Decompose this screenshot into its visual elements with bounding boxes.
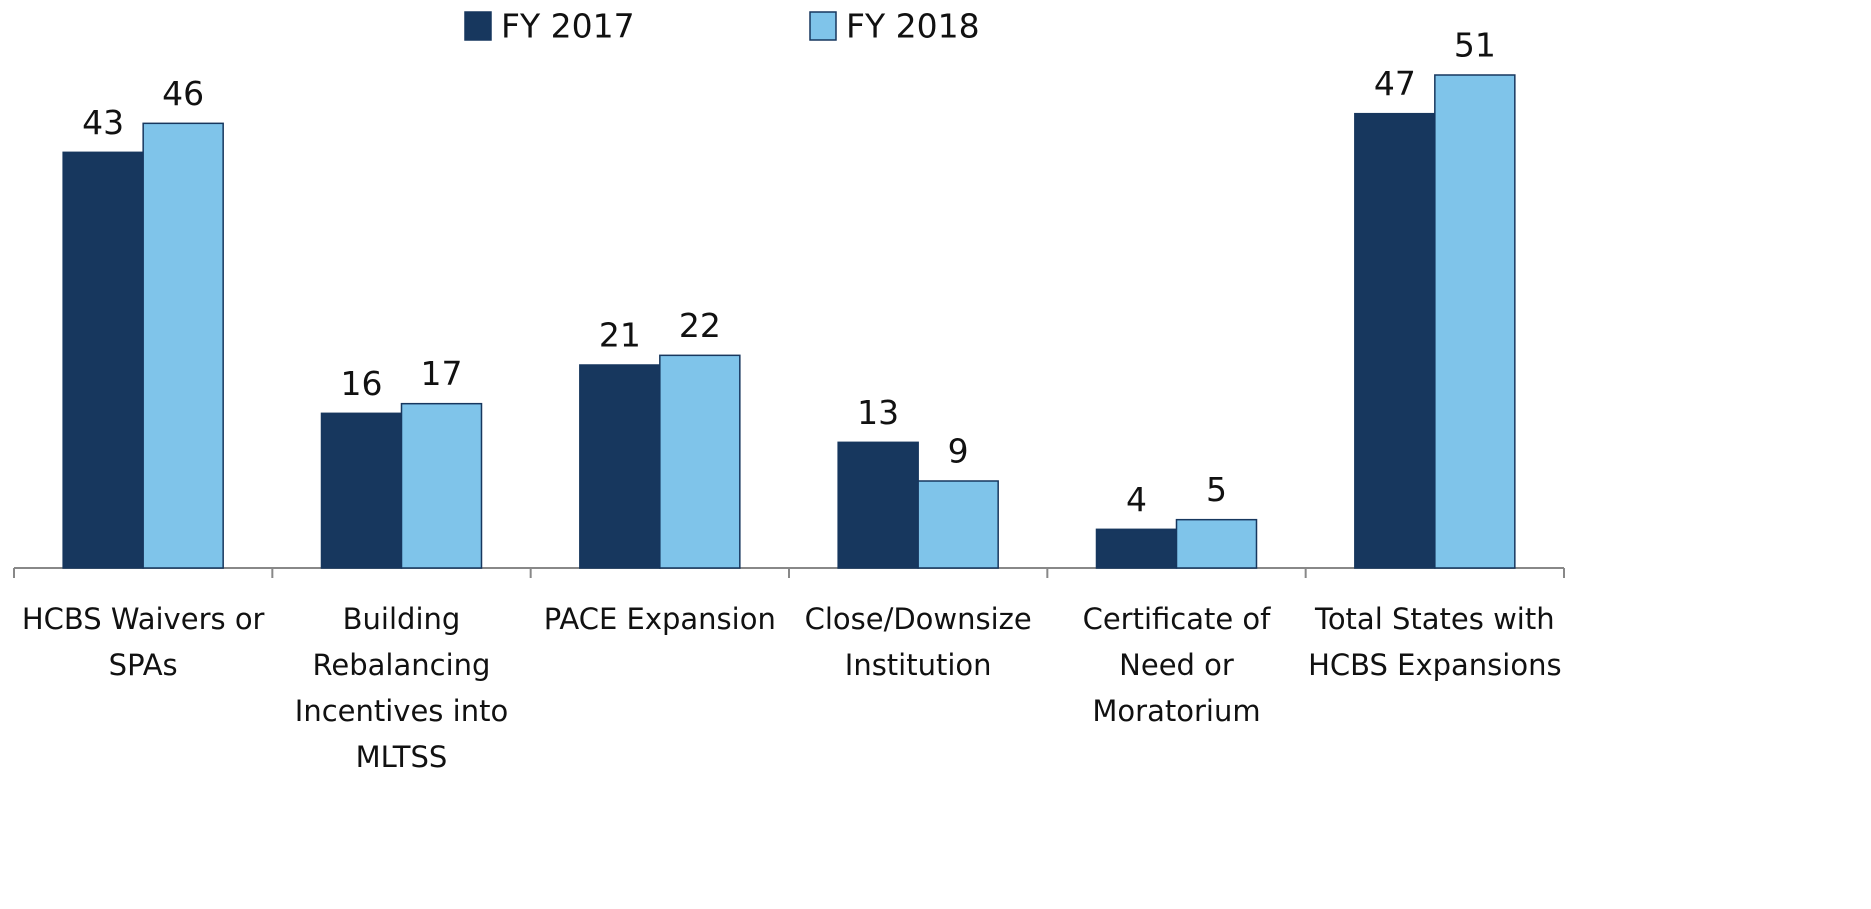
value-label: 21 xyxy=(599,316,641,355)
x-tick-label: Certificate of Need or Moratorium xyxy=(1082,602,1271,728)
legend-label: FY 2018 xyxy=(846,7,980,46)
bar xyxy=(1354,112,1436,569)
x-tick-label: Building Rebalancing Incentives into MLT… xyxy=(294,602,509,774)
value-label: 16 xyxy=(341,364,383,403)
x-tick-label: PACE Expansion xyxy=(543,602,776,636)
legend-label: FY 2017 xyxy=(501,7,635,46)
value-label: 22 xyxy=(679,306,721,345)
x-tick-label: Close/Downsize Institution xyxy=(804,602,1032,682)
legend-swatch xyxy=(464,11,492,41)
bar xyxy=(62,151,144,569)
value-label: 13 xyxy=(857,393,899,432)
value-label: 4 xyxy=(1126,480,1147,519)
bar xyxy=(579,364,661,569)
bar xyxy=(142,122,224,569)
bar xyxy=(837,441,919,569)
value-label: 46 xyxy=(162,74,204,113)
value-label: 9 xyxy=(948,432,969,471)
legend-swatch xyxy=(809,11,837,41)
value-label: 47 xyxy=(1374,64,1416,103)
bar xyxy=(400,402,483,569)
value-label: 17 xyxy=(421,354,463,393)
x-tick-label: HCBS Waivers or SPAs xyxy=(21,602,265,682)
bar xyxy=(659,354,741,569)
value-label: 43 xyxy=(82,103,124,142)
x-tick-label: Total States with HCBS Expansions xyxy=(1308,602,1562,682)
value-label: 5 xyxy=(1206,470,1227,509)
bar xyxy=(1434,74,1516,569)
bar xyxy=(1095,528,1178,569)
bar xyxy=(1175,518,1258,569)
value-label: 51 xyxy=(1454,26,1496,65)
bar xyxy=(320,412,403,569)
bar xyxy=(917,480,999,569)
